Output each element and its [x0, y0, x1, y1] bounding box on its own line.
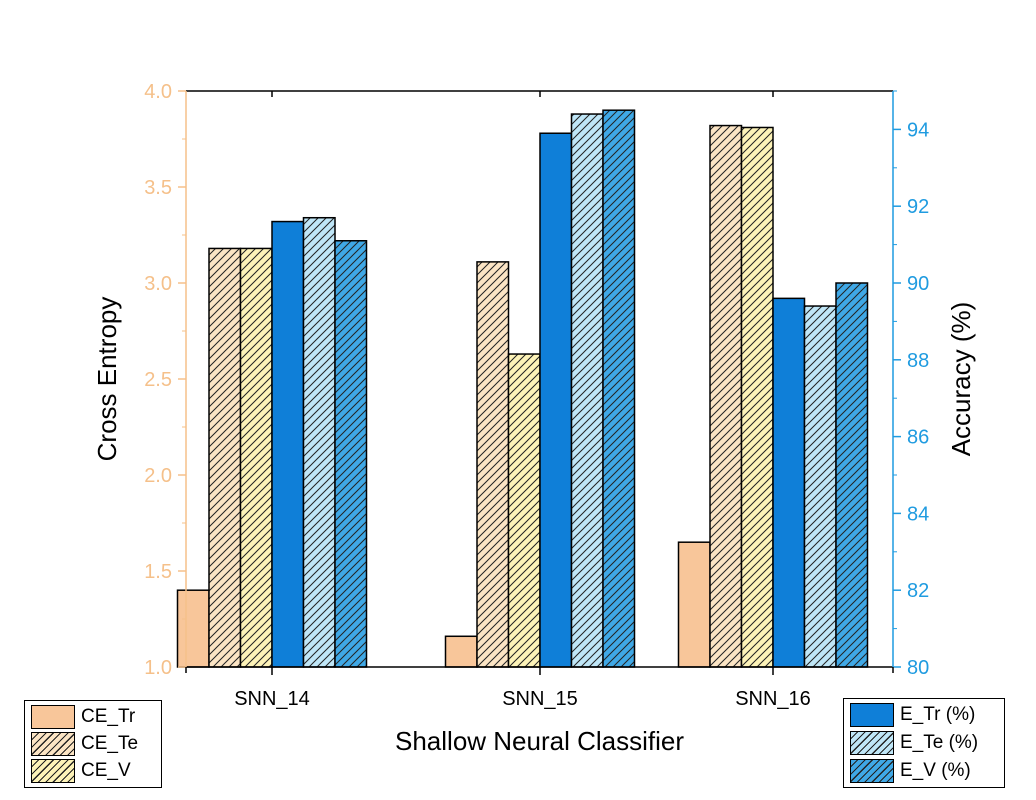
left-tick-label: 1.5 [144, 561, 172, 583]
x-tick-label: SNN_16 [735, 688, 811, 710]
bar-cev-snn_16 [740, 126, 774, 668]
bar-ev-snn_15 [602, 109, 636, 668]
legend-swatch-e-tr [850, 703, 894, 727]
bar-cev-snn_14 [239, 247, 273, 668]
bar-cetr-snn_15 [444, 635, 478, 668]
bar-cev-snn_15 [507, 353, 541, 668]
right-tick-label: 90 [907, 273, 929, 295]
legend-label-ce-v: CE_V [81, 760, 131, 781]
legend-label-e-v: E_V (%) [900, 760, 971, 781]
left-tick-label: 2.5 [144, 369, 172, 391]
left-axis-title: Cross Entropy [92, 297, 122, 462]
legend-swatch-e-v [850, 759, 894, 783]
bar-ete-snn_16 [803, 305, 837, 668]
right-tick-label: 92 [907, 196, 929, 218]
right-tick-label: 94 [907, 119, 929, 141]
bar-etr-snn_16 [772, 297, 806, 668]
legend-item-e-tr: E_Tr (%) [850, 703, 975, 727]
left-tick-label: 3.5 [144, 177, 172, 199]
bar-ete-snn_15 [570, 113, 604, 668]
legend-left: CE_Tr CE_Te CE_V [24, 700, 162, 788]
left-tick-label: 2.0 [144, 465, 172, 487]
left-tick-label: 3.0 [144, 273, 172, 295]
bar-etr-snn_15 [539, 132, 573, 668]
legend-swatch-e-te [850, 731, 894, 755]
x-axis-title: Shallow Neural Classifier [395, 726, 684, 756]
right-tick-label: 88 [907, 350, 929, 372]
legend-item-ce-tr: CE_Tr [31, 705, 135, 729]
left-tick-label: 1.0 [144, 657, 172, 679]
legend-label-e-te: E_Te (%) [900, 732, 979, 753]
left-tick-label: 4.0 [144, 81, 172, 103]
bar-ete-snn_14 [302, 216, 336, 668]
right-tick-label: 82 [907, 580, 929, 602]
bar-etr-snn_14 [271, 220, 305, 668]
bar-cete-snn_14 [208, 247, 242, 668]
right-tick-label: 86 [907, 427, 929, 449]
legend-item-e-te: E_Te (%) [850, 731, 978, 755]
legend-item-ce-v: CE_V [31, 759, 131, 783]
legend-label-e-tr: E_Tr (%) [900, 704, 976, 725]
legend-swatch-ce-tr [31, 705, 75, 729]
x-tick-label: SNN_15 [502, 688, 578, 710]
legend-item-e-v: E_V (%) [850, 759, 971, 783]
bar-cete-snn_15 [476, 261, 510, 668]
bar-cetr-snn_16 [677, 541, 711, 668]
right-tick-label: 84 [907, 503, 929, 525]
legend-swatch-ce-te [31, 732, 75, 756]
right-axis-title: Accuracy (%) [946, 302, 976, 457]
right-tick-label: 80 [907, 657, 929, 679]
legend-label-ce-te: CE_Te [81, 733, 139, 754]
bar-cetr-snn_14 [176, 589, 210, 668]
bar-cete-snn_16 [709, 124, 743, 668]
legend-right: E_Tr (%) E_Te (%) E_V (%) [843, 698, 1005, 788]
bar-ev-snn_14 [334, 240, 368, 668]
x-tick-label: SNN_14 [234, 688, 310, 710]
legend-item-ce-te: CE_Te [31, 732, 138, 756]
legend-swatch-ce-v [31, 759, 75, 783]
legend-label-ce-tr: CE_Tr [81, 706, 136, 727]
bar-ev-snn_16 [835, 282, 869, 668]
